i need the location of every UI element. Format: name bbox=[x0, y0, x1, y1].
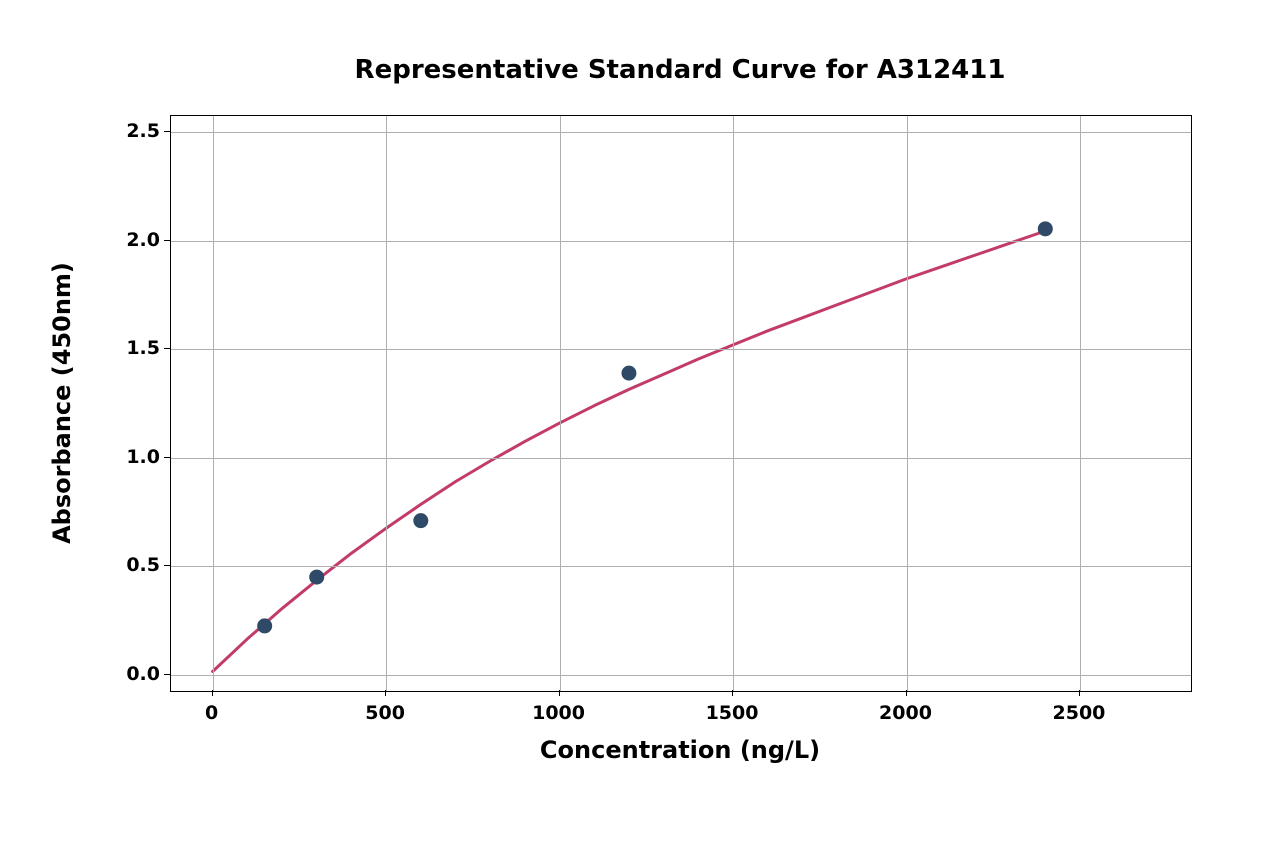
x-tick bbox=[1079, 690, 1080, 696]
gridline-h bbox=[171, 675, 1191, 676]
gridline-h bbox=[171, 349, 1191, 350]
y-tick-label: 2.5 bbox=[122, 120, 160, 142]
y-tick bbox=[164, 240, 170, 241]
data-point bbox=[1038, 222, 1052, 236]
y-tick-label: 1.0 bbox=[122, 446, 160, 468]
gridline-v bbox=[733, 116, 734, 691]
x-tick bbox=[732, 690, 733, 696]
x-tick bbox=[385, 690, 386, 696]
gridline-v bbox=[1080, 116, 1081, 691]
x-tick bbox=[212, 690, 213, 696]
gridline-h bbox=[171, 241, 1191, 242]
curve-layer bbox=[171, 116, 1191, 691]
gridline-h bbox=[171, 132, 1191, 133]
gridline-v bbox=[213, 116, 214, 691]
gridline-v bbox=[386, 116, 387, 691]
x-tick-label: 500 bbox=[365, 702, 405, 724]
gridline-h bbox=[171, 458, 1191, 459]
data-point bbox=[414, 514, 428, 528]
y-axis-title: Absorbance (450nm) bbox=[48, 262, 76, 544]
y-tick-label: 0.5 bbox=[122, 554, 160, 576]
x-tick bbox=[559, 690, 560, 696]
gridline-v bbox=[560, 116, 561, 691]
chart-title: Representative Standard Curve for A31241… bbox=[355, 55, 1006, 85]
x-tick-label: 1000 bbox=[532, 702, 585, 724]
x-tick-label: 0 bbox=[205, 702, 218, 724]
y-tick-label: 0.0 bbox=[122, 663, 160, 685]
data-point bbox=[258, 619, 272, 633]
y-tick-label: 1.5 bbox=[122, 337, 160, 359]
gridline-v bbox=[907, 116, 908, 691]
y-tick bbox=[164, 131, 170, 132]
figure: Representative Standard Curve for A31241… bbox=[0, 0, 1280, 845]
x-tick-label: 1500 bbox=[706, 702, 759, 724]
y-tick bbox=[164, 457, 170, 458]
data-point bbox=[310, 570, 324, 584]
x-axis-title: Concentration (ng/L) bbox=[540, 736, 820, 764]
fit-curve bbox=[213, 231, 1046, 671]
y-tick-label: 2.0 bbox=[122, 229, 160, 251]
y-tick bbox=[164, 348, 170, 349]
x-tick-label: 2000 bbox=[879, 702, 932, 724]
x-tick-label: 2500 bbox=[1053, 702, 1106, 724]
y-tick bbox=[164, 674, 170, 675]
data-point bbox=[622, 366, 636, 380]
x-tick bbox=[906, 690, 907, 696]
plot-area bbox=[170, 115, 1192, 692]
y-tick bbox=[164, 565, 170, 566]
gridline-h bbox=[171, 566, 1191, 567]
